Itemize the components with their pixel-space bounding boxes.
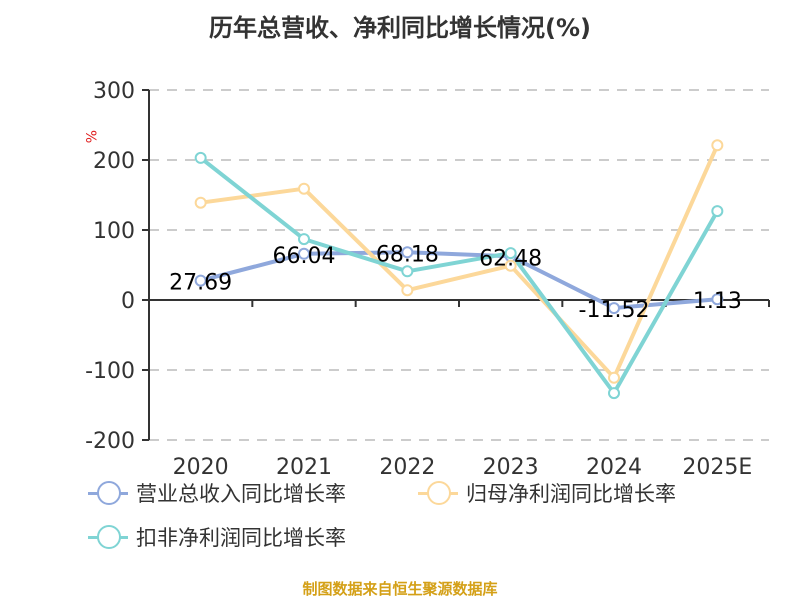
data-source-note: 制图数据来自恒生聚源数据库 <box>302 580 498 598</box>
y-axis-labels: 300 200 100 0 -100 -200 <box>85 79 135 454</box>
chart-title: 历年总营收、净利同比增长情况(%) <box>209 14 591 42</box>
data-point[interactable] <box>194 151 207 164</box>
data-point[interactable] <box>711 139 724 152</box>
x-axis-labels: 2020 2021 2022 2023 2024 2025E <box>173 455 753 480</box>
data-point[interactable] <box>608 387 620 400</box>
data-point[interactable] <box>608 302 620 315</box>
series-line <box>200 250 718 311</box>
axes <box>142 89 770 441</box>
data-point[interactable] <box>298 233 310 246</box>
data-point[interactable] <box>504 247 517 260</box>
data-label: 66.04 <box>273 244 336 269</box>
legend-marker-icon <box>88 523 128 551</box>
y-tick-label: 200 <box>93 149 135 174</box>
data-point[interactable] <box>401 284 414 297</box>
x-tick-label: 2020 <box>173 455 229 480</box>
legend-marker-icon <box>88 479 128 507</box>
data-point[interactable] <box>194 274 207 287</box>
series-line <box>200 144 720 380</box>
legend-item-deducted-profit[interactable]: 扣非净利润同比增长率 <box>88 522 346 552</box>
x-tick-label: 2023 <box>483 455 539 480</box>
data-label: 62.48 <box>479 246 542 271</box>
data-point[interactable] <box>298 182 310 195</box>
data-point[interactable] <box>608 371 620 384</box>
x-tick-label: 2022 <box>379 455 435 480</box>
x-tick-label: 2024 <box>586 455 642 480</box>
y-tick-label: -100 <box>85 359 135 384</box>
data-label: 27.69 <box>169 271 232 296</box>
y-tick-label: -200 <box>85 429 135 454</box>
legend-marker-icon <box>418 479 458 507</box>
legend-item-net-profit[interactable]: 归母净利润同比增长率 <box>418 478 676 508</box>
data-label: -11.52 <box>579 298 650 323</box>
legend-label: 扣非净利润同比增长率 <box>136 526 346 550</box>
data-label: 68.18 <box>376 242 439 267</box>
y-tick-label: 0 <box>121 289 135 314</box>
data-point[interactable] <box>711 205 724 218</box>
data-point[interactable] <box>194 196 207 209</box>
series-line <box>199 156 720 396</box>
x-tick-label: 2025E <box>682 455 752 480</box>
data-label: 1.13 <box>693 289 742 314</box>
legend-label: 营业总收入同比增长率 <box>136 482 346 506</box>
y-tick-label: 300 <box>93 79 135 104</box>
y-tick-label: 100 <box>93 219 135 244</box>
data-point[interactable] <box>401 246 414 259</box>
legend-item-revenue[interactable]: 营业总收入同比增长率 <box>88 478 346 508</box>
data-point[interactable] <box>504 259 517 272</box>
legend-label: 归母净利润同比增长率 <box>466 482 676 506</box>
data-point[interactable] <box>711 293 724 306</box>
data-series <box>194 139 724 400</box>
data-labels: 27.69 66.04 68.18 62.48 -11.52 1.13 <box>169 242 742 323</box>
grid-lines <box>149 89 769 441</box>
data-point[interactable] <box>401 265 414 278</box>
y-axis-unit: % <box>82 130 98 143</box>
data-point[interactable] <box>298 247 310 260</box>
x-tick-label: 2021 <box>276 455 332 480</box>
